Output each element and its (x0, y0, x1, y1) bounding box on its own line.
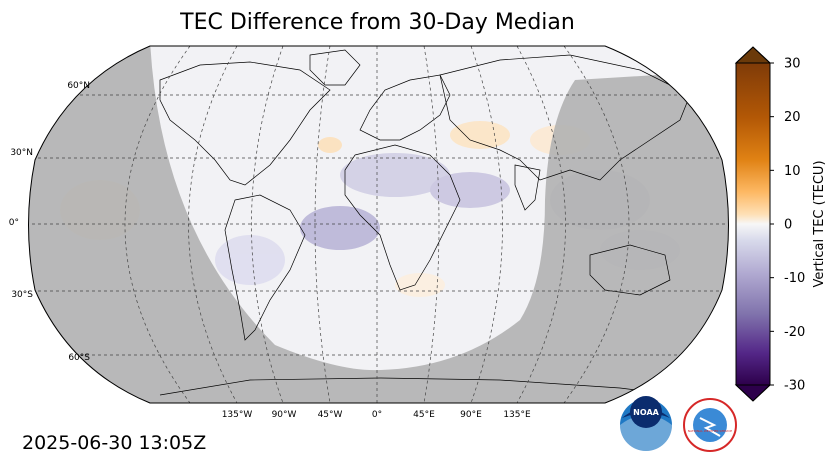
colorbar: 30 20 10 0 -10 -20 -30 Vertical TEC (TECU) (734, 46, 827, 402)
lon-label-45w: 45°W (318, 410, 343, 420)
lon-label-135e: 135°E (503, 410, 531, 420)
colorbar-tick-label: -10 (784, 271, 805, 286)
colorbar-extend-min (734, 384, 772, 402)
lon-label-90e: 90°E (460, 410, 482, 420)
lat-label-60n: 60°N (67, 81, 90, 91)
colorbar-extend-max (734, 46, 772, 64)
colorbar-tick-label: 10 (784, 164, 801, 179)
lat-label-30n: 30°N (10, 148, 33, 158)
lat-label-60s: 60°S (68, 353, 90, 363)
globe-area (28, 46, 729, 403)
lat-label-30s: 30°S (11, 290, 33, 300)
noaa-logo-text: NOAA (633, 408, 659, 417)
colorbar-label: Vertical TEC (TECU) (812, 160, 827, 287)
colorbar-gradient (736, 63, 770, 385)
nws-logo: NATIONAL WEATHER SERVICE (683, 398, 737, 452)
lon-label-90w: 90°W (272, 410, 297, 420)
colorbar-tick-label: -20 (784, 325, 805, 340)
nws-logo-text: NATIONAL WEATHER SERVICE (688, 429, 733, 433)
timestamp: 2025-06-30 13:05Z (22, 432, 207, 454)
colorbar-tick-label: 20 (784, 110, 801, 125)
globe-outline (28, 45, 729, 404)
lon-label-45e: 45°E (413, 410, 435, 420)
coastlines (159, 49, 701, 399)
noaa-logo: NOAA (620, 396, 672, 451)
colorbar-tick-label: 0 (784, 218, 792, 233)
graticule (28, 46, 729, 403)
chart-title: TEC Difference from 30-Day Median (180, 10, 575, 35)
lat-label-0: 0° (9, 218, 19, 228)
colorbar-tick-label: -30 (784, 379, 805, 394)
lon-label-0: 0° (372, 410, 382, 420)
night-shading (28, 46, 729, 403)
lon-label-135w: 135°W (222, 410, 253, 420)
colorbar-tick-label: 30 (784, 57, 801, 72)
colorbar-ticks: 30 20 10 0 -10 -20 -30 (770, 57, 805, 394)
